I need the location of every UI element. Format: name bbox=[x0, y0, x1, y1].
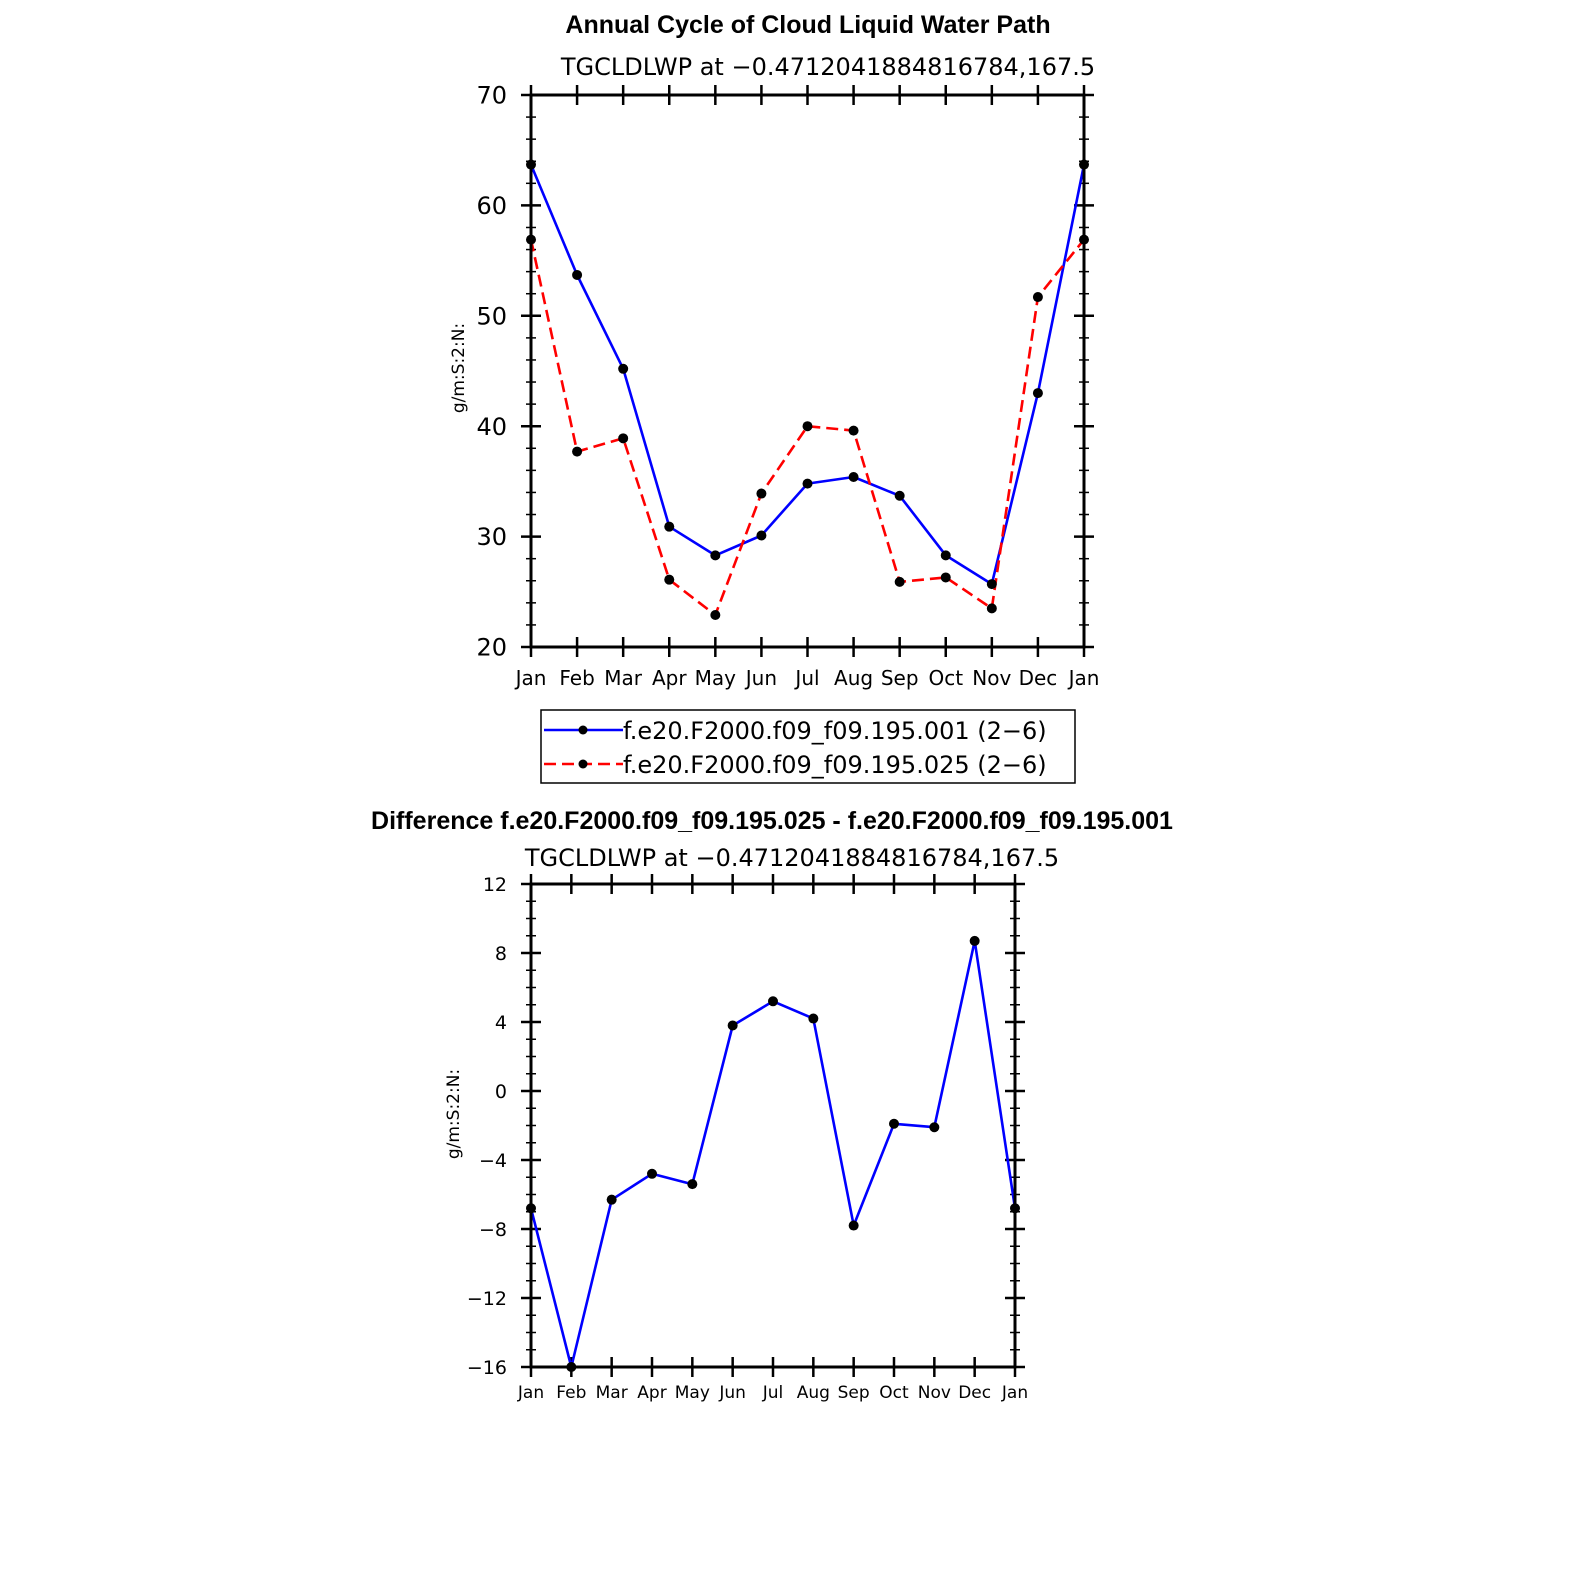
x-tick-label: May bbox=[675, 1383, 710, 1403]
legend-label-series-2: f.e20.F2000.f09_f09.195.025 (2−6) bbox=[623, 751, 1047, 779]
data-point-series-1 bbox=[727, 1020, 738, 1031]
data-point-series-1 bbox=[808, 1013, 819, 1024]
panel2-plot-frame bbox=[529, 882, 1017, 1369]
y-tick-label: 50 bbox=[476, 302, 507, 330]
x-tick-label: Mar bbox=[596, 1383, 628, 1403]
legend-box bbox=[540, 709, 1076, 784]
x-tick-label: Apr bbox=[637, 1383, 666, 1403]
x-tick-label: Oct bbox=[928, 666, 963, 690]
panel1-series bbox=[526, 159, 1089, 620]
y-tick-label: 12 bbox=[483, 874, 507, 896]
series-line-1 bbox=[529, 164, 1086, 586]
y-tick-label: 4 bbox=[495, 1012, 507, 1034]
panel-difference: Difference f.e20.F2000.f09_f09.195.025 -… bbox=[371, 807, 1173, 1403]
data-point-series-1 bbox=[802, 478, 813, 489]
y-tick-label: 8 bbox=[495, 943, 507, 965]
x-tick-label: Dec bbox=[1019, 666, 1058, 690]
x-tick-label: Apr bbox=[652, 666, 687, 690]
panel1-plot-frame bbox=[529, 93, 1086, 649]
x-tick-label: Sep bbox=[881, 666, 919, 690]
legend-marker-series-1 bbox=[578, 725, 588, 735]
panel2-ticks bbox=[521, 874, 1025, 1377]
data-point-series-2 bbox=[940, 572, 951, 583]
data-point-series-2 bbox=[802, 421, 813, 432]
panel1-title: Annual Cycle of Cloud Liquid Water Path bbox=[565, 11, 1050, 39]
data-point-series-2 bbox=[848, 425, 859, 436]
legend-marker-series-2 bbox=[578, 759, 588, 769]
x-tick-label: Jan bbox=[517, 1383, 544, 1403]
x-tick-label: Feb bbox=[556, 1383, 586, 1403]
panel2-series bbox=[526, 935, 1020, 1372]
x-tick-label: Mar bbox=[604, 666, 643, 690]
data-point-series-1 bbox=[986, 579, 997, 590]
data-point-series-2 bbox=[986, 603, 997, 614]
data-point-series-1 bbox=[756, 530, 767, 541]
legend-entry-series-2: f.e20.F2000.f09_f09.195.025 (2−6) bbox=[544, 751, 1047, 779]
x-tick-label: Aug bbox=[834, 666, 873, 690]
data-point-series-1 bbox=[710, 550, 721, 561]
panel1-subtitle: TGCLDLWP at −0.4712041884816784,167.5 bbox=[560, 53, 1095, 81]
panel2-tick-labels: Jan Feb Mar Apr May Jun Jul Aug Sep Oct Nov Dec Jan−… bbox=[467, 874, 1028, 1403]
data-point-series-1 bbox=[664, 521, 675, 532]
x-tick-label: Jun bbox=[718, 1383, 746, 1403]
y-tick-label: −16 bbox=[467, 1357, 507, 1379]
panel2-y-axis-label: g/m:S:2:N: bbox=[444, 1069, 464, 1159]
y-tick-label: 0 bbox=[495, 1081, 507, 1103]
data-point-series-1 bbox=[889, 1118, 899, 1129]
data-point-series-1 bbox=[848, 1220, 859, 1231]
data-point-series-2 bbox=[664, 574, 675, 585]
x-tick-label: Nov bbox=[918, 1383, 951, 1403]
x-tick-label: Sep bbox=[838, 1383, 870, 1403]
x-tick-label: Feb bbox=[559, 666, 594, 690]
data-point-series-1 bbox=[1032, 388, 1043, 399]
y-tick-label: −4 bbox=[479, 1150, 507, 1172]
y-tick-label: 30 bbox=[476, 523, 507, 551]
x-tick-label: May bbox=[695, 666, 737, 690]
data-point-series-2 bbox=[710, 609, 721, 620]
data-point-series-1 bbox=[940, 550, 951, 561]
x-tick-label: Jun bbox=[744, 666, 777, 690]
x-tick-label: Jan bbox=[1001, 1383, 1028, 1403]
panel2-title: Difference f.e20.F2000.f09_f09.195.025 -… bbox=[371, 807, 1173, 835]
panel1-ticks bbox=[521, 85, 1094, 657]
y-tick-label: 40 bbox=[476, 413, 507, 441]
x-tick-label: Jan bbox=[1067, 666, 1100, 690]
data-point-series-1 bbox=[969, 935, 980, 946]
panel-annual-cycle: Annual Cycle of Cloud Liquid Water Path … bbox=[449, 11, 1099, 784]
data-point-series-1 bbox=[572, 269, 583, 280]
y-tick-label: 60 bbox=[476, 192, 507, 220]
data-point-series-2 bbox=[756, 488, 767, 499]
x-tick-label: Jan bbox=[514, 666, 547, 690]
x-tick-label: Oct bbox=[879, 1383, 909, 1403]
y-tick-label: 20 bbox=[476, 634, 507, 662]
data-point-series-1 bbox=[768, 996, 778, 1007]
data-point-series-2 bbox=[1032, 292, 1043, 303]
x-tick-label: Dec bbox=[958, 1383, 991, 1403]
data-point-series-2 bbox=[618, 433, 629, 444]
x-tick-label: Aug bbox=[797, 1383, 830, 1403]
y-tick-label: −8 bbox=[479, 1219, 507, 1241]
legend-label-series-1: f.e20.F2000.f09_f09.195.001 (2−6) bbox=[623, 717, 1047, 745]
data-point-series-1 bbox=[848, 471, 859, 482]
y-tick-label: 70 bbox=[476, 82, 507, 110]
data-point-series-1 bbox=[929, 1122, 940, 1133]
data-point-series-2 bbox=[894, 576, 905, 587]
data-point-series-1 bbox=[894, 490, 905, 501]
data-point-series-2 bbox=[572, 446, 583, 457]
y-tick-label: −12 bbox=[467, 1288, 507, 1310]
panel1-y-axis-label: g/m:S:2:N: bbox=[449, 323, 469, 413]
legend-entry-series-1: f.e20.F2000.f09_f09.195.001 (2−6) bbox=[544, 717, 1047, 745]
x-tick-label: Jul bbox=[793, 666, 819, 690]
data-point-series-1 bbox=[606, 1194, 617, 1205]
panel1-tick-labels: Jan Feb Mar Apr May Jun Jul Aug Sep Oct Nov Dec Jan 2… bbox=[476, 82, 1099, 690]
x-tick-label: Jul bbox=[762, 1383, 784, 1403]
panel1-legend: f.e20.F2000.f09_f09.195.001 (2−6) f.e20.… bbox=[540, 709, 1076, 784]
panel2-subtitle: TGCLDLWP at −0.4712041884816784,167.5 bbox=[524, 844, 1059, 872]
x-tick-label: Nov bbox=[972, 666, 1011, 690]
data-point-series-1 bbox=[618, 363, 629, 374]
data-point-series-1 bbox=[647, 1168, 657, 1179]
data-point-series-1 bbox=[687, 1179, 698, 1190]
